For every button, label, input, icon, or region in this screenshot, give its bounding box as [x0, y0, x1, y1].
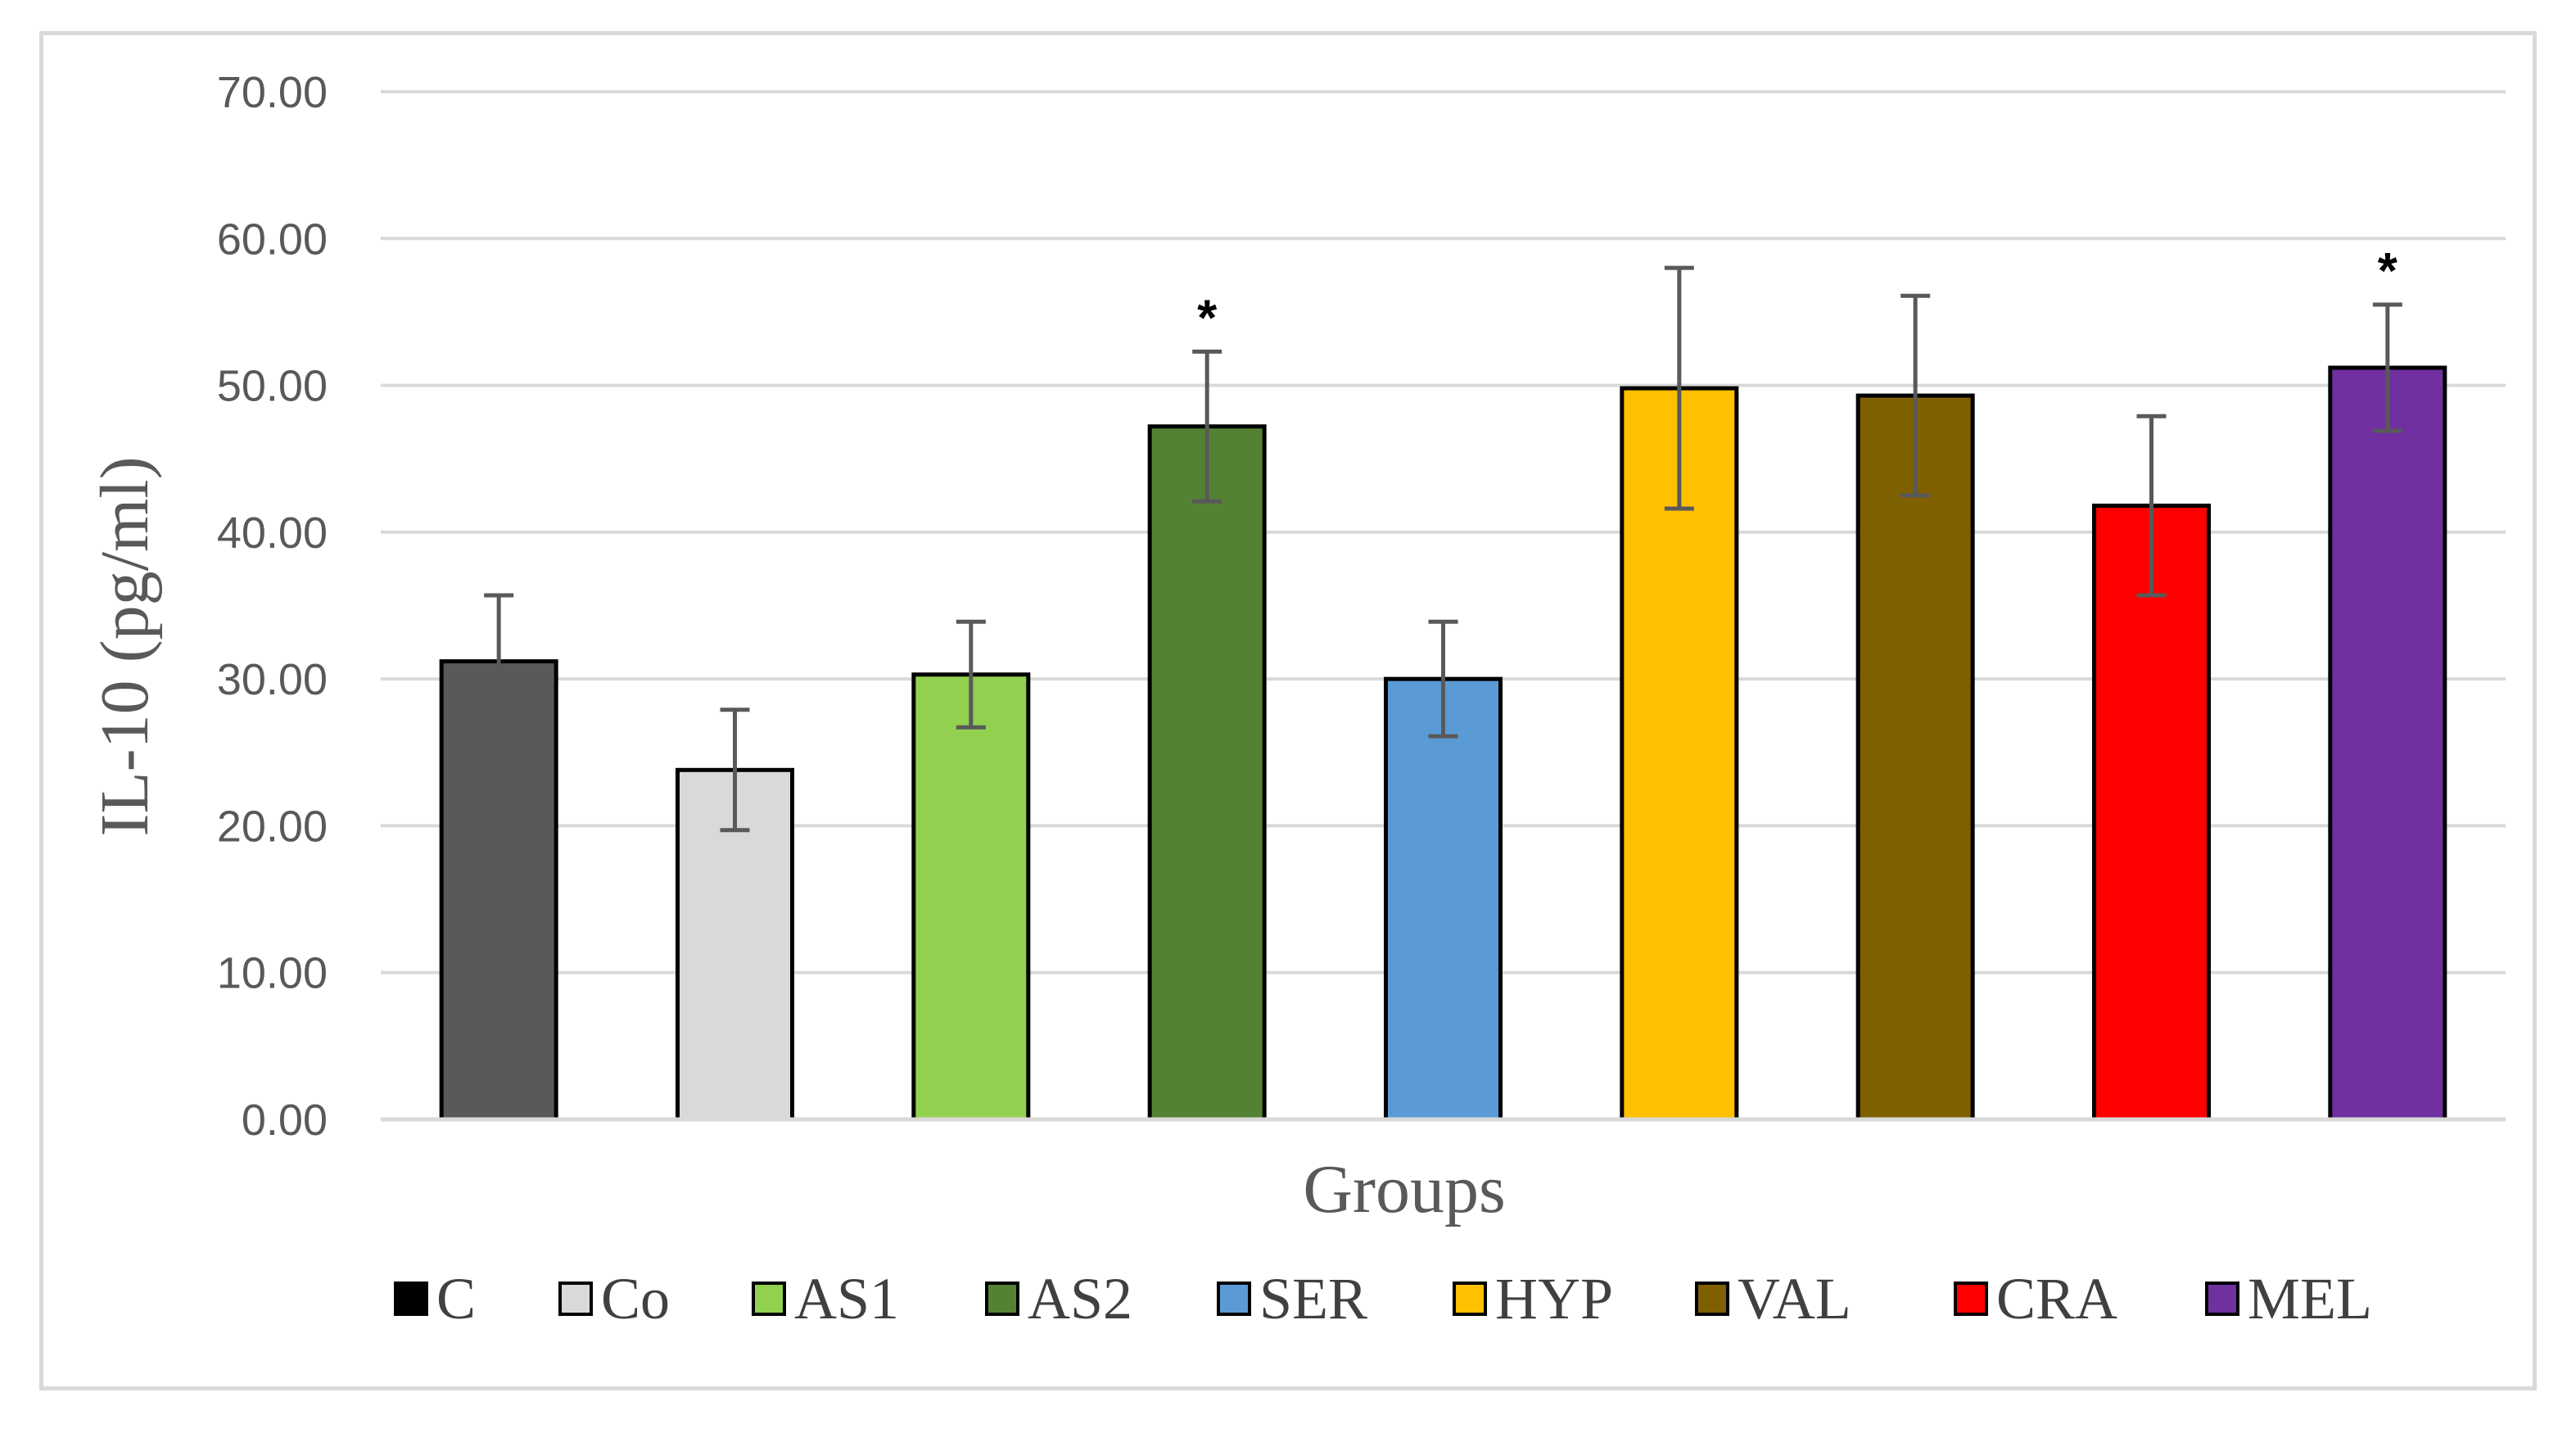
legend-item-co: Co — [558, 1266, 670, 1331]
legend-label: SER — [1259, 1266, 1367, 1331]
legend-label: C — [436, 1266, 476, 1331]
legend-swatch — [1695, 1282, 1729, 1316]
error-bar-as1 — [956, 619, 986, 730]
legend-item-hyp: HYP — [1453, 1266, 1613, 1331]
bar-val — [1855, 393, 1975, 1122]
legend-swatch — [1954, 1282, 1988, 1316]
bar-mel — [2328, 365, 2447, 1122]
legend-item-val: VAL — [1695, 1266, 1851, 1331]
error-bar-c — [484, 593, 514, 730]
legend-item-mel: MEL — [2205, 1266, 2372, 1331]
y-tick-label: 40.00 — [217, 509, 328, 558]
legend-swatch — [558, 1282, 593, 1316]
legend-swatch — [985, 1282, 1019, 1316]
legend-label: VAL — [1738, 1266, 1851, 1331]
significance-markers: ** — [1197, 243, 2398, 346]
y-tick-label: 70.00 — [217, 68, 328, 117]
bar-c — [439, 659, 558, 1122]
legend-swatch — [1217, 1282, 1251, 1316]
error-bar-hyp — [1664, 265, 1694, 511]
bar-as2 — [1147, 424, 1267, 1122]
legend-item-ser: SER — [1217, 1266, 1367, 1331]
y-axis-ticks: 0.00 10.00 20.00 30.00 40.00 50.00 60.00 70.00 — [217, 68, 328, 1145]
y-tick-label: 30.00 — [217, 655, 328, 704]
legend-label: AS2 — [1028, 1266, 1132, 1331]
y-tick-label: 50.00 — [217, 362, 328, 411]
legend-label: CRA — [1996, 1266, 2117, 1331]
y-tick-label: 0.00 — [242, 1096, 328, 1145]
error-bar-ser — [1428, 619, 1458, 739]
error-bar-val — [1900, 293, 1931, 498]
error-bar-mel — [2372, 302, 2402, 433]
legend-swatch — [2205, 1282, 2239, 1316]
legend-label: HYP — [1495, 1266, 1613, 1331]
legend-label: MEL — [2248, 1266, 2372, 1331]
error-bar-as2 — [1192, 349, 1222, 504]
y-axis-title: IL-10 (pg/ml) — [87, 456, 163, 836]
y-tick-label: 10.00 — [217, 949, 328, 998]
legend-swatch — [752, 1282, 786, 1316]
bars — [439, 365, 2447, 1122]
legend-swatch — [1453, 1282, 1487, 1316]
error-bar-co — [720, 707, 750, 833]
y-tick-label: 60.00 — [217, 215, 328, 264]
legend-item-as2: AS2 — [985, 1266, 1132, 1331]
bar-as1 — [911, 672, 1031, 1122]
legend-label: AS1 — [794, 1266, 899, 1331]
error-bar-cra — [2136, 414, 2167, 598]
legend-item-c: C — [394, 1266, 476, 1331]
significance-marker: * — [1197, 290, 1218, 346]
error-bars — [484, 265, 2402, 833]
bar-ser — [1384, 676, 1503, 1122]
legend-swatch — [394, 1282, 428, 1316]
legend-item-as1: AS1 — [752, 1266, 899, 1331]
bar-cra — [2092, 504, 2211, 1122]
legend: C Co AS1 AS2 SER HYP VAL CRA MEL — [394, 1266, 2372, 1331]
significance-marker: * — [2378, 243, 2398, 300]
y-tick-label: 20.00 — [217, 802, 328, 851]
x-axis-title: Groups — [1303, 1151, 1505, 1227]
legend-item-cra: CRA — [1954, 1266, 2117, 1331]
legend-label: Co — [601, 1266, 670, 1331]
